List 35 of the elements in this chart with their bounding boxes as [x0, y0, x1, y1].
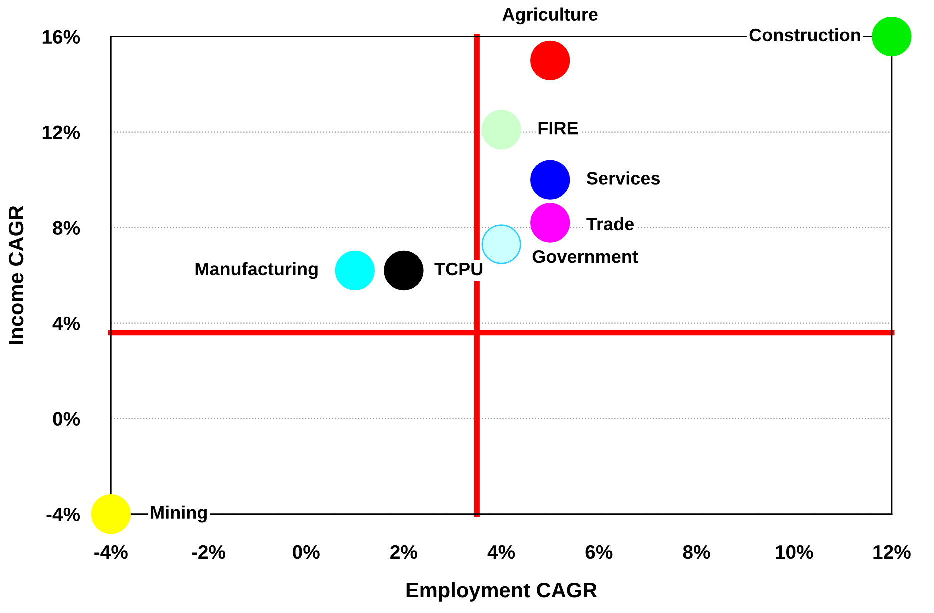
series-label: Construction — [750, 28, 860, 42]
y-tick-label: 16% — [42, 30, 80, 44]
series-label: Services — [586, 172, 660, 185]
y-tick-label: 8% — [53, 221, 80, 236]
point — [872, 16, 912, 57]
series-label: FIRE — [538, 122, 578, 135]
x-tick-label: 6% — [586, 545, 613, 560]
y-axis-title: Income CAGR — [8, 206, 24, 344]
series-label: Trade — [586, 217, 634, 231]
series-label: Manufacturing — [196, 262, 318, 280]
x-tick-label: 2% — [390, 545, 418, 560]
point — [384, 250, 424, 291]
point — [335, 250, 375, 291]
x-axis-title: Employment CAGR — [406, 582, 598, 602]
series-label: Mining — [151, 506, 207, 523]
y-tick-label: 4% — [52, 316, 80, 330]
point — [482, 224, 522, 264]
point — [530, 203, 570, 243]
x-tick-label: 8% — [683, 545, 710, 560]
x-tick-label: 4% — [488, 545, 516, 560]
y-tick-label: -4% — [46, 508, 80, 522]
point — [530, 40, 570, 80]
x-tick-label: 10% — [776, 545, 814, 560]
series-label: TCPU — [434, 262, 483, 276]
x-tick-label: -2% — [192, 545, 226, 560]
x-tick-label: 12% — [874, 545, 911, 560]
point — [530, 160, 570, 200]
y-tick-label: 12% — [42, 126, 80, 140]
series-label: Agriculture — [502, 8, 598, 25]
point — [482, 110, 522, 150]
y-tick-label: 0% — [53, 412, 80, 426]
point — [91, 494, 131, 534]
x-tick-label: 0% — [293, 545, 320, 560]
x-tick-label: -4% — [94, 545, 128, 560]
series-label: Government — [532, 250, 638, 264]
